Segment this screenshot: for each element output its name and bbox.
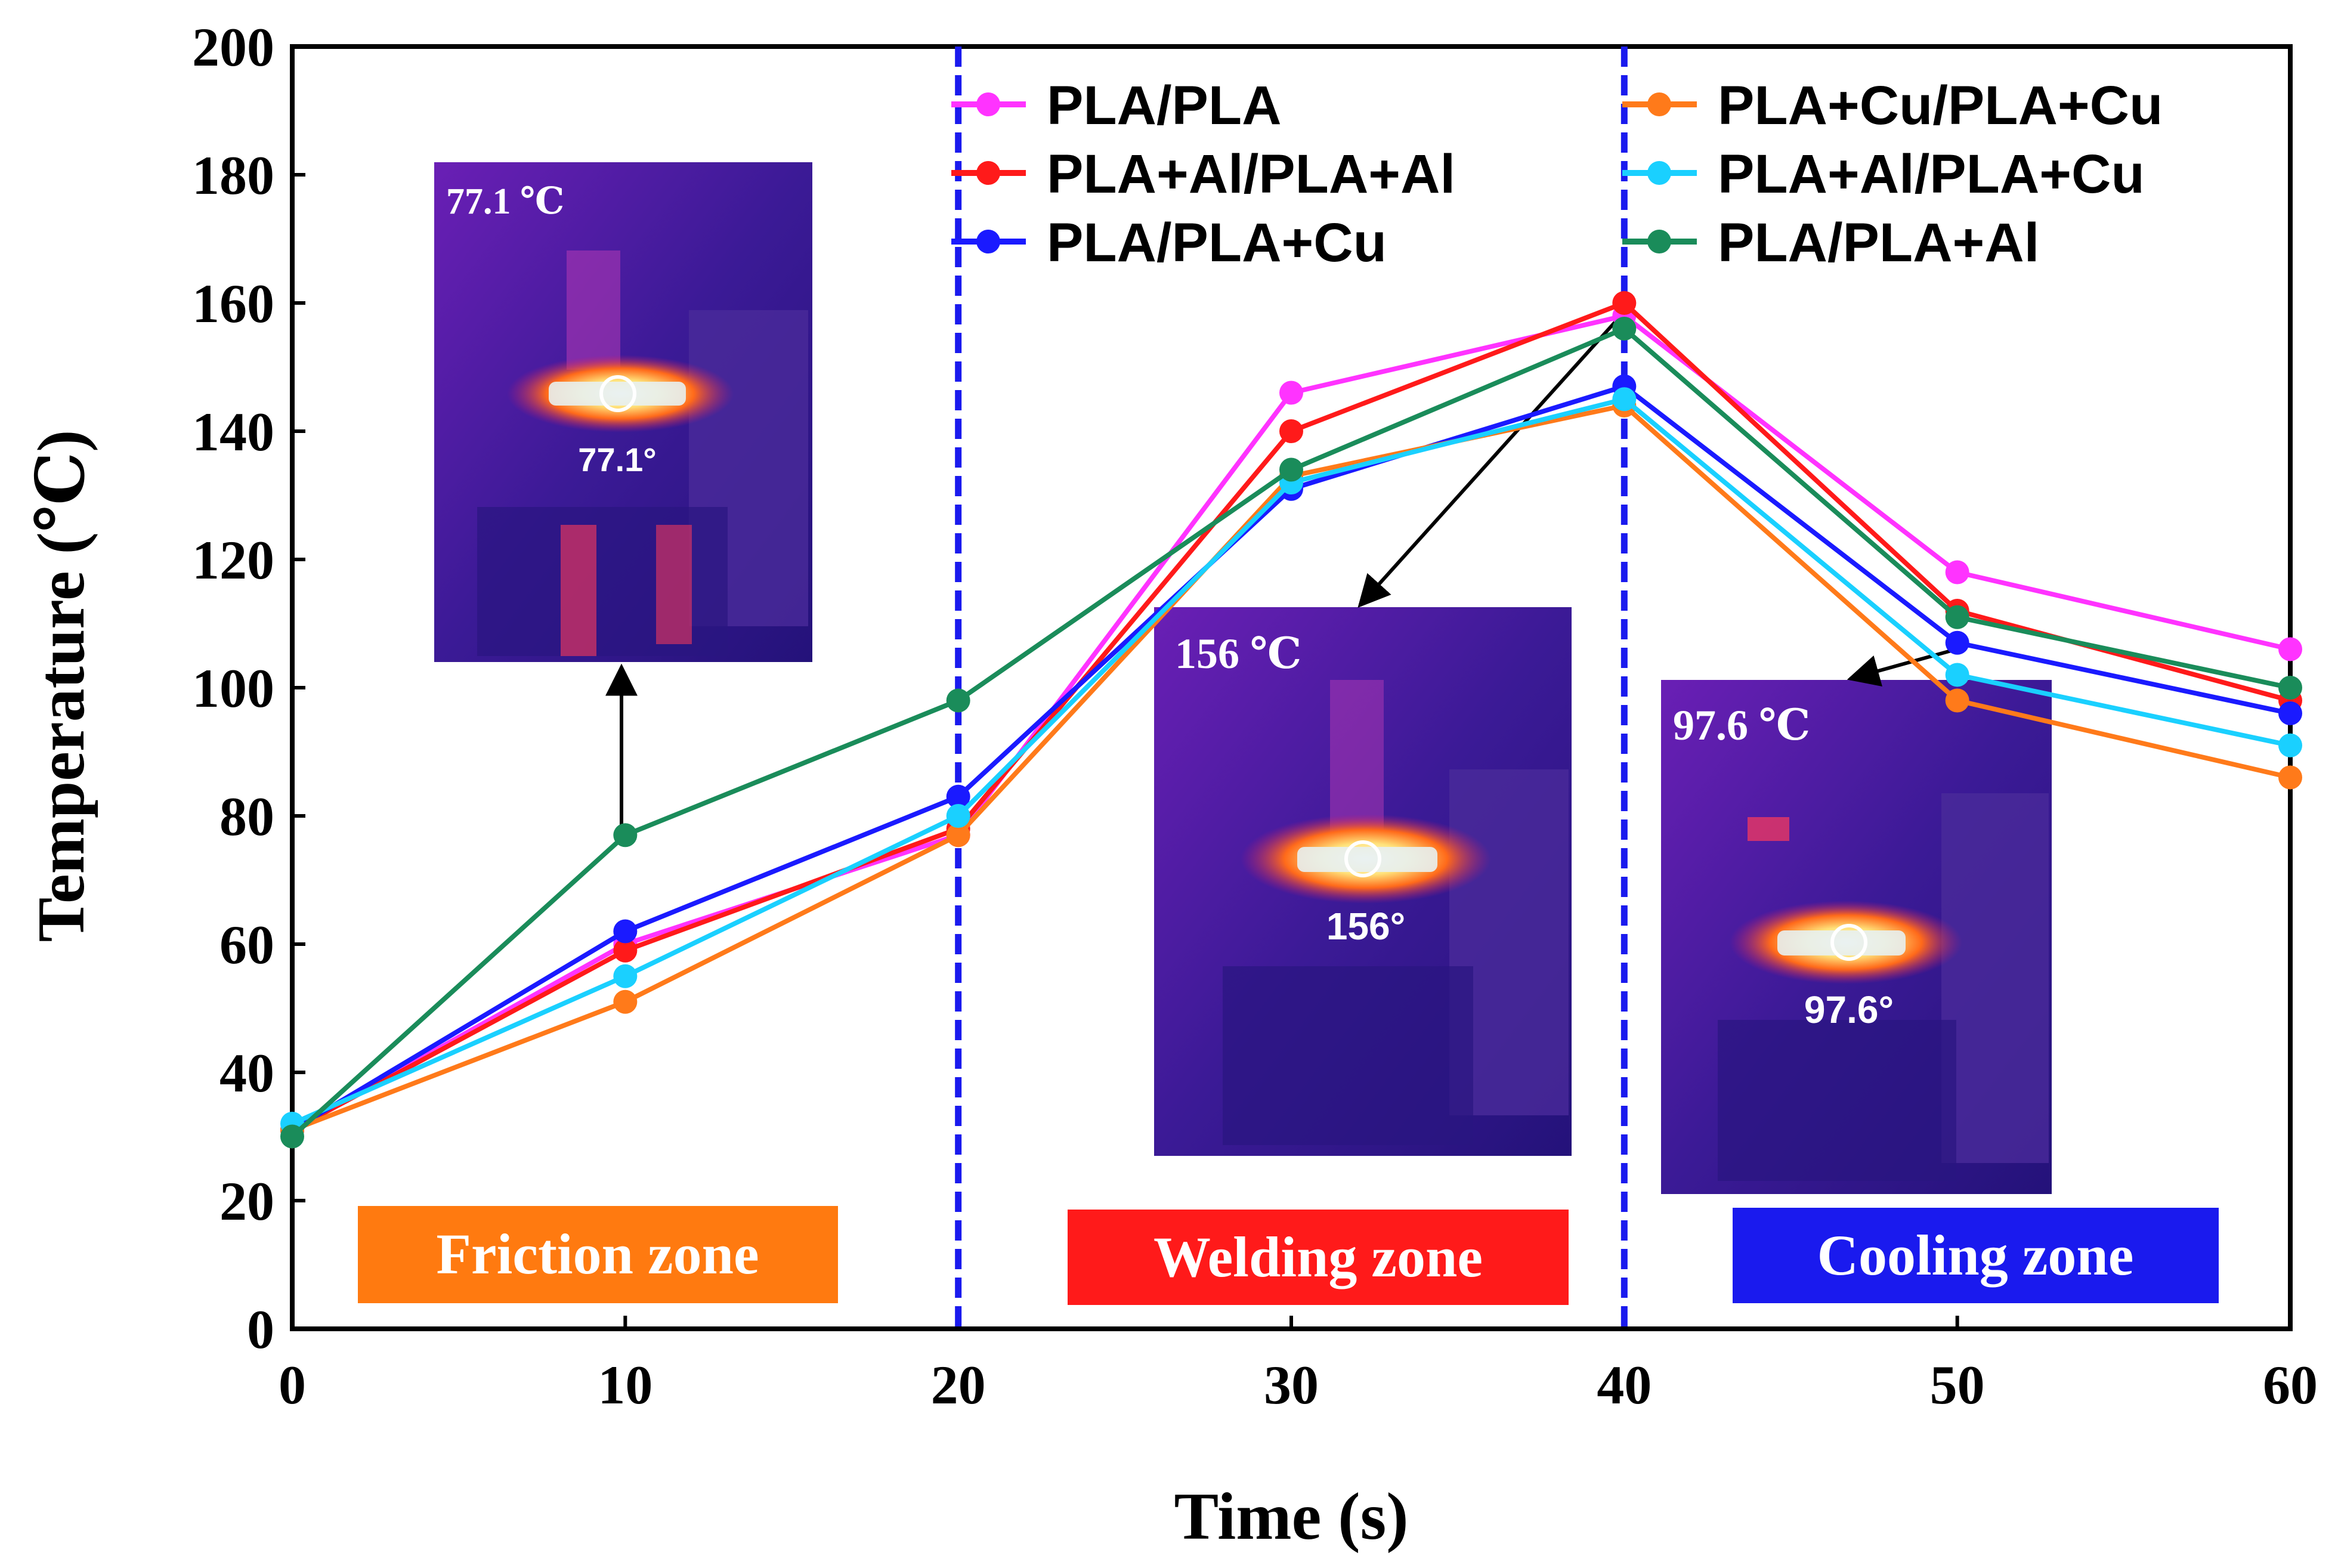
- legend-marker-2: [976, 230, 1000, 253]
- legend-label-5: PLA/PLA+Al: [1718, 212, 2039, 273]
- x-tick-label: 10: [598, 1354, 652, 1415]
- legend-label-4: PLA+Al/PLA+Cu: [1718, 144, 2145, 205]
- data-point: [2278, 637, 2302, 661]
- x-tick-label: 60: [2263, 1354, 2318, 1415]
- data-point: [2278, 765, 2302, 790]
- legend-item-2: PLA/PLA+Cu: [951, 212, 1387, 273]
- zone-label-friction: Friction zone: [358, 1206, 838, 1303]
- data-point: [1279, 457, 1303, 482]
- data-point: [946, 688, 970, 713]
- data-point: [1945, 663, 1969, 687]
- legend-item-1: PLA+Al/PLA+Al: [951, 144, 1455, 205]
- data-point: [1945, 605, 1969, 629]
- inset-cooling-title: 97.6 ℃: [1673, 701, 1810, 749]
- inset-friction-title: 77.1 ℃: [446, 181, 564, 222]
- series-5: [280, 317, 2302, 1149]
- data-point: [1279, 381, 1303, 405]
- legend-marker-5: [1647, 230, 1671, 253]
- legend-label-1: PLA+Al/PLA+Al: [1047, 144, 1455, 205]
- zone-dividers: [955, 47, 1628, 1329]
- legend: PLA/PLA PLA+Al/PLA+Al PLA/PLA+Cu PLA+Cu/…: [951, 75, 2163, 273]
- data-point: [2278, 676, 2302, 700]
- legend-item-5: PLA/PLA+Al: [1622, 212, 2039, 273]
- data-point: [613, 989, 638, 1014]
- friction-zone-text: Friction zone: [436, 1222, 759, 1286]
- x-axis: 0 10 20 30 40 50 60: [279, 1316, 2318, 1415]
- legend-marker-4: [1647, 161, 1671, 185]
- welding-zone-text: Welding zone: [1153, 1225, 1483, 1289]
- zone-label-cooling: Cooling zone: [1733, 1208, 2219, 1303]
- y-tick-label: 100: [192, 658, 274, 719]
- inset-friction-reading: 77.1°: [578, 441, 656, 478]
- data-point: [613, 823, 638, 848]
- y-tick-label: 180: [192, 145, 274, 206]
- legend-label-0: PLA/PLA: [1047, 75, 1282, 136]
- y-tick-label: 200: [192, 17, 274, 78]
- legend-marker-1: [976, 161, 1000, 185]
- data-point: [1945, 560, 1969, 584]
- data-point: [1612, 387, 1637, 412]
- arrow-to-welding-inset: [1357, 316, 1621, 608]
- y-tick-label: 120: [192, 530, 274, 590]
- legend-item-4: PLA+Al/PLA+Cu: [1622, 144, 2145, 205]
- data-point: [613, 964, 638, 988]
- y-tick-label: 80: [219, 786, 274, 847]
- legend-marker-0: [976, 92, 1000, 116]
- legend-label-2: PLA/PLA+Cu: [1047, 212, 1387, 273]
- series-layer: [280, 291, 2302, 1149]
- thermal-inset-friction: 77.1 ℃ 77.1°: [434, 162, 812, 662]
- data-point: [946, 784, 970, 809]
- data-point: [1279, 419, 1303, 443]
- data-point: [946, 823, 970, 848]
- x-tick-label: 50: [1930, 1354, 1985, 1415]
- legend-item-0: PLA/PLA: [951, 75, 1282, 136]
- legend-label-3: PLA+Cu/PLA+Cu: [1718, 75, 2163, 136]
- friction-zone-box: [358, 1206, 838, 1303]
- legend-marker-3: [1647, 92, 1671, 116]
- y-tick-label: 0: [247, 1299, 274, 1360]
- data-point: [280, 1124, 304, 1149]
- y-axis: 0 20 40 60 80 100 120 140 160 180 200: [192, 17, 305, 1360]
- x-tick-label: 0: [279, 1354, 306, 1415]
- data-point: [2278, 701, 2302, 725]
- y-tick-label: 160: [192, 273, 274, 334]
- inset-cooling-reading: 97.6°: [1804, 988, 1894, 1031]
- cooling-zone-box: [1733, 1208, 2219, 1303]
- data-point: [613, 938, 638, 963]
- welding-zone-box: [1068, 1210, 1569, 1305]
- x-axis-label: Time (s): [1174, 1480, 1409, 1554]
- legend-item-3: PLA+Cu/PLA+Cu: [1622, 75, 2163, 136]
- thermal-inset-cooling: 97.6 ℃ 97.6°: [1661, 680, 2052, 1194]
- y-tick-label: 40: [219, 1043, 274, 1103]
- inset-welding-title: 156 ℃: [1175, 630, 1301, 678]
- x-tick-label: 30: [1264, 1354, 1319, 1415]
- data-point: [946, 804, 970, 828]
- zone-label-welding: Welding zone: [1068, 1210, 1569, 1305]
- data-point: [1612, 317, 1637, 341]
- y-tick-label: 140: [192, 401, 274, 462]
- x-tick-label: 40: [1597, 1354, 1652, 1415]
- data-point: [1945, 688, 1969, 713]
- thermal-inset-welding: 156 ℃ 156°: [1154, 607, 1572, 1156]
- inset-welding-reading: 156°: [1326, 905, 1405, 948]
- y-axis-label: Temperature (℃): [24, 430, 98, 942]
- y-tick-label: 60: [219, 914, 274, 975]
- data-point: [613, 919, 638, 944]
- cooling-zone-text: Cooling zone: [1817, 1223, 2134, 1287]
- data-point: [2278, 733, 2302, 757]
- data-point: [1945, 630, 1969, 655]
- data-point: [1612, 291, 1637, 315]
- y-tick-label: 20: [219, 1171, 274, 1232]
- x-tick-label: 20: [931, 1354, 986, 1415]
